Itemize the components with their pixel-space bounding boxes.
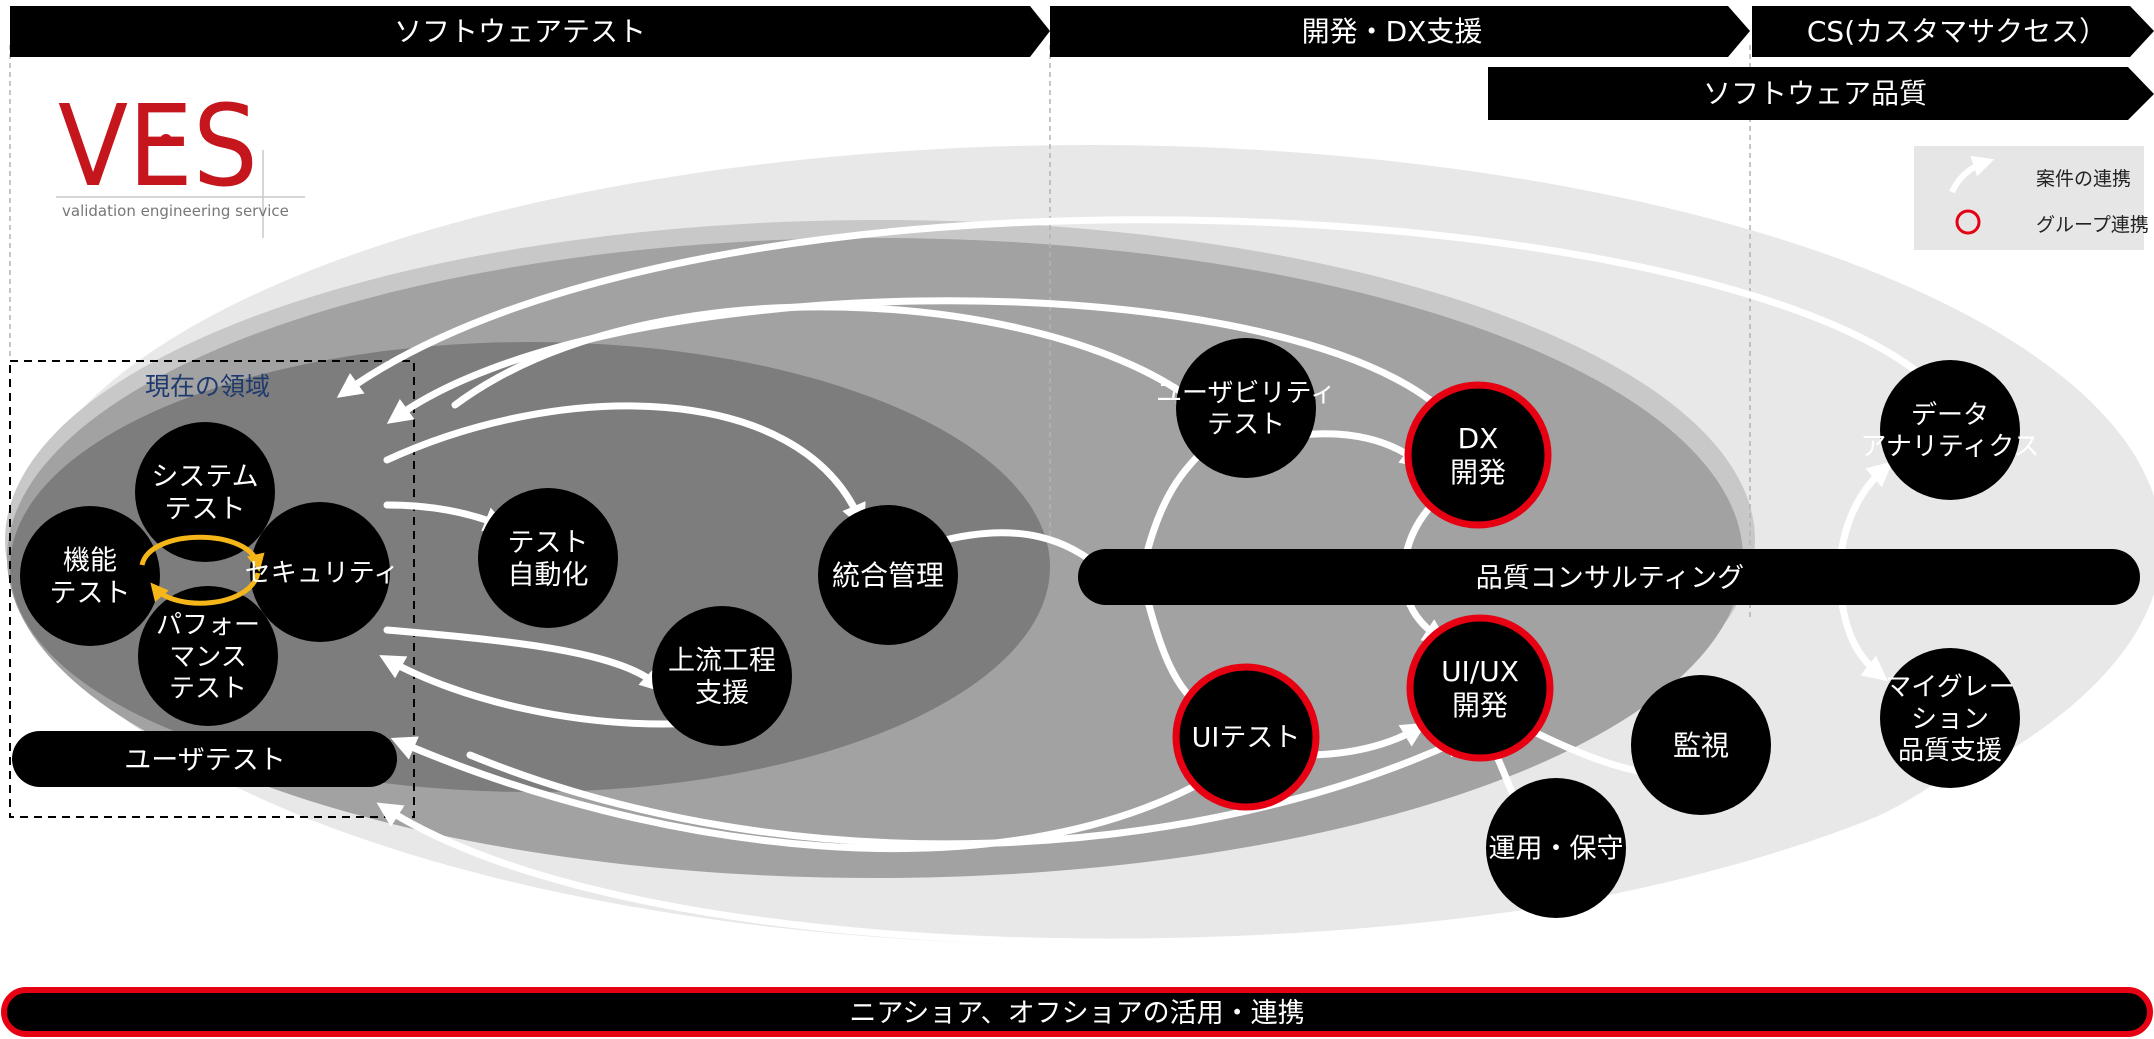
link-arrows bbox=[336, 216, 1949, 946]
node-label-dx-dev: DX bbox=[1458, 422, 1499, 455]
current-area-box bbox=[9, 360, 415, 818]
node-label-migration: 品質支援 bbox=[1898, 736, 2002, 766]
bottom-bar bbox=[1, 987, 2153, 1037]
node-label-performance-test: テスト bbox=[169, 674, 247, 704]
quality-consulting-label: 品質コンサルティング bbox=[1476, 563, 1744, 594]
node-label-test-automation: 自動化 bbox=[508, 560, 589, 591]
node-ui-test bbox=[1172, 663, 1320, 811]
banner-cs bbox=[1752, 6, 2154, 57]
logo-dot bbox=[160, 134, 172, 146]
node-integrated-mgmt bbox=[818, 505, 958, 645]
arrow-to-analytics bbox=[1836, 461, 1893, 564]
loop-icon bbox=[139, 534, 265, 606]
quality-consulting-bar bbox=[1078, 549, 2140, 605]
user-test-bar bbox=[12, 731, 397, 787]
user-test-label: ユーザテスト bbox=[124, 745, 285, 776]
banner-software-quality-label: ソフトウェア品質 bbox=[1703, 77, 1927, 110]
node-label-integrated-mgmt: 統合管理 bbox=[832, 559, 944, 592]
ves-logo: VES validation engineering service bbox=[56, 82, 305, 238]
loop-arrow-top bbox=[139, 534, 265, 573]
arrow-analytics-to-current bbox=[336, 216, 1929, 398]
node-label-performance-test: パフォー bbox=[156, 611, 260, 641]
node-label-upstream: 支援 bbox=[695, 678, 749, 709]
node-label-ui-test: UIテスト bbox=[1192, 723, 1301, 754]
node-functional-test bbox=[20, 506, 160, 646]
legend: 案件の連携 グループ連携 bbox=[1914, 146, 2149, 250]
node-label-migration: マイグレー bbox=[1885, 673, 2014, 703]
legend-group-label: グループ連携 bbox=[2036, 214, 2149, 236]
node-label-functional-test: テスト bbox=[50, 578, 131, 609]
arrow-migration-to-current bbox=[376, 776, 1949, 946]
legend-arrow-icon bbox=[1949, 155, 1995, 194]
loop-arrow-bottom bbox=[150, 572, 261, 606]
logo-tagline: validation engineering service bbox=[62, 202, 289, 220]
banner-dev-dx bbox=[1050, 6, 1750, 57]
arrow-to-upstream bbox=[383, 626, 666, 693]
banner-dev-dx-label: 開発・DX支援 bbox=[1302, 15, 1483, 48]
node-label-performance-test: マンス bbox=[169, 642, 246, 672]
arrow-current-to-uiux bbox=[466, 734, 1470, 848]
node-performance-test bbox=[138, 586, 278, 726]
node-label-usability-test: テスト bbox=[1207, 410, 1285, 440]
arrow-dx-to-current bbox=[386, 297, 1434, 424]
node-label-monitoring: 監視 bbox=[1673, 729, 1729, 762]
node-test-automation bbox=[478, 488, 618, 628]
node-uiux-dev bbox=[1406, 614, 1554, 762]
node-ops bbox=[1486, 778, 1626, 918]
banner-software-test-label: ソフトウェアテスト bbox=[394, 15, 646, 48]
node-label-usability-test: ユーザビリティ bbox=[1156, 379, 1336, 409]
node-label-migration: ション bbox=[1911, 704, 1989, 734]
arrow-upstream-to-current bbox=[379, 655, 704, 728]
node-security bbox=[250, 502, 390, 642]
banner-cs-label: CS(カスタマサクセス） bbox=[1807, 15, 2107, 48]
node-label-system-test: テスト bbox=[165, 494, 246, 525]
node-label-data-analytics: アナリティクス bbox=[1860, 432, 2039, 462]
node-label-test-automation: テスト bbox=[508, 527, 589, 558]
top-banners: ソフトウェアテスト 開発・DX支援 CS(カスタマサクセス） ソフトウェア品質 bbox=[10, 6, 2154, 120]
node-label-dx-dev: 開発 bbox=[1450, 456, 1506, 489]
nodes bbox=[20, 338, 2020, 918]
node-migration bbox=[1880, 648, 2020, 788]
legend-group-icon bbox=[1955, 209, 1981, 235]
legend-arrow-label: 案件の連携 bbox=[2036, 168, 2131, 190]
node-upstream bbox=[652, 606, 792, 746]
node-label-uiux-dev: UI/UX bbox=[1441, 655, 1519, 688]
banner-software-quality bbox=[1488, 67, 2154, 120]
bottom-bar-label: ニアショア、オフショアの活用・連携 bbox=[849, 998, 1304, 1029]
column-separators bbox=[9, 45, 1751, 620]
current-area-label: 現在の領域 bbox=[145, 372, 270, 401]
node-label-functional-test: 機能 bbox=[63, 545, 117, 576]
node-dx-dev bbox=[1404, 381, 1552, 529]
banner-software-test bbox=[10, 6, 1050, 57]
node-label-security: セキュリティ bbox=[245, 558, 399, 588]
arrow-uitest-to-uiux bbox=[1301, 722, 1427, 759]
arrow-uitest-to-usertest bbox=[390, 736, 1219, 852]
arrow-current-to-usability bbox=[451, 303, 1203, 409]
legend-box bbox=[1914, 146, 2144, 250]
node-system-test bbox=[135, 422, 275, 562]
node-label-system-test: システム bbox=[151, 461, 258, 492]
node-label-data-analytics: データ bbox=[1911, 401, 1989, 431]
node-usability-test bbox=[1176, 338, 1316, 478]
node-data-analytics bbox=[1880, 360, 2020, 500]
node-label-ops: 運用・保守 bbox=[1489, 834, 1624, 865]
logo-text: VES bbox=[58, 82, 258, 212]
arrow-to-integrated bbox=[383, 402, 866, 530]
node-monitoring bbox=[1631, 675, 1771, 815]
node-label-upstream: 上流工程 bbox=[668, 645, 776, 676]
node-label-uiux-dev: 開発 bbox=[1452, 689, 1508, 722]
